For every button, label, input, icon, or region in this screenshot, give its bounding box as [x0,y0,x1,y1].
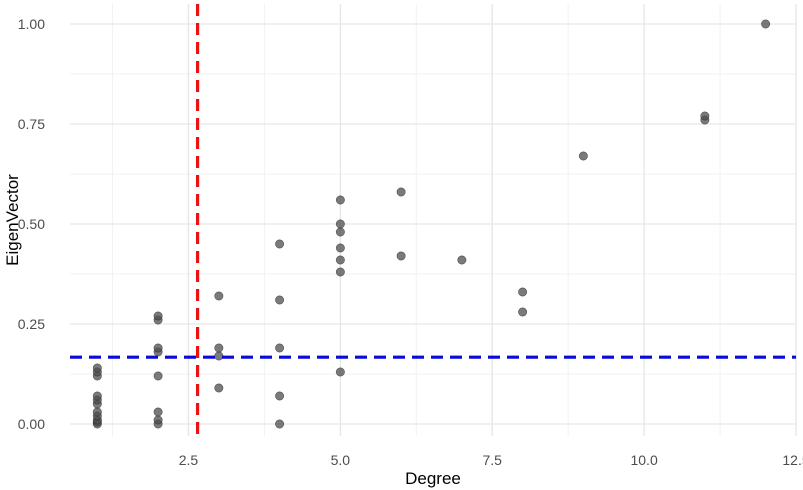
data-point [335,243,345,253]
data-point [214,351,224,361]
y-tick-label: 1.00 [18,16,45,32]
data-point [335,367,345,377]
x-tick-label: 7.5 [482,452,502,468]
x-tick-label: 10.0 [630,452,657,468]
reference-lines [70,4,796,436]
y-axis-tick-labels: 0.00 0.25 0.50 0.75 1.00 [18,16,45,432]
data-point [578,151,588,161]
data-point [396,187,406,197]
data-point [700,111,710,121]
data-point [396,251,406,261]
data-point [518,287,528,297]
data-point [335,267,345,277]
data-point [214,291,224,301]
data-point [153,343,163,353]
data-point [153,415,163,425]
data-point [457,255,467,265]
data-point [92,363,102,373]
data-point [153,407,163,417]
x-tick-label: 12.5 [782,452,803,468]
data-point [92,407,102,417]
x-axis-title: Degree [405,469,461,488]
data-point [214,343,224,353]
minor-gridlines [70,4,796,436]
y-axis-title: EigenVector [3,174,22,266]
x-axis-tick-labels: 2.5 5.0 7.5 10.0 12.5 [179,452,803,468]
x-tick-label: 5.0 [331,452,351,468]
data-point [214,383,224,393]
data-point [518,307,528,317]
major-gridlines [70,4,797,436]
data-point [335,219,345,229]
y-tick-label: 0.50 [18,216,45,232]
data-point [275,239,285,249]
data-point [335,195,345,205]
data-point [153,311,163,321]
data-point [335,255,345,265]
data-point [153,371,163,381]
data-point [275,391,285,401]
data-point [275,419,285,429]
data-point [335,227,345,237]
y-tick-label: 0.75 [18,116,45,132]
data-point [275,295,285,305]
x-tick-label: 2.5 [179,452,199,468]
data-point [92,391,102,401]
data-points [92,19,771,429]
y-tick-label: 0.00 [18,416,45,432]
y-tick-label: 0.25 [18,316,45,332]
data-point [275,343,285,353]
data-point [761,19,771,29]
